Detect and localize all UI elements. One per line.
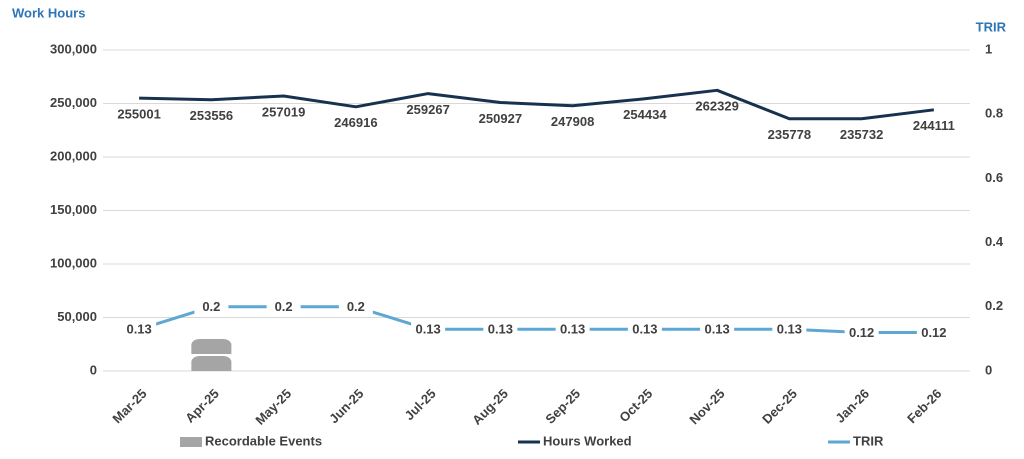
data-label: 0.13: [126, 322, 151, 337]
line: [138, 305, 934, 334]
data-label: 0.13: [632, 322, 657, 337]
x-tick-label: Feb-26: [904, 386, 944, 426]
data-label: 257019: [262, 104, 305, 119]
data-label-bg: [411, 320, 446, 339]
data-label-bg: [772, 320, 807, 339]
x-tick-label: Jul-25: [401, 386, 438, 423]
data-label: 0.2: [202, 299, 220, 314]
x-tick-label: Mar-25: [109, 386, 149, 426]
data-label: 0.2: [347, 299, 365, 314]
y2-tick-label: 1: [985, 41, 992, 56]
data-label: 0.13: [777, 322, 802, 337]
legend-label: Recordable Events: [205, 433, 322, 448]
data-label: 0.13: [488, 322, 513, 337]
data-label: 0.13: [415, 322, 440, 337]
data-label-bg: [555, 320, 590, 339]
data-label: 250927: [479, 111, 522, 126]
bar-segment: [191, 339, 232, 354]
data-label: 235778: [768, 127, 811, 142]
y2-tick-label: 0.8: [985, 106, 1003, 121]
data-label: 254434: [623, 107, 667, 122]
bar: [191, 339, 232, 371]
y-tick-label: 100,000: [50, 255, 97, 270]
data-label-bg: [700, 320, 735, 339]
x-tick-label: Nov-25: [686, 386, 727, 427]
x-tick-label: May-25: [252, 386, 294, 428]
data-label: 235732: [840, 127, 883, 142]
y2-tick-label: 0.6: [985, 170, 1003, 185]
y-tick-label: 50,000: [57, 309, 97, 324]
x-tick-label: Dec-25: [759, 386, 800, 427]
y-tick-label: 200,000: [50, 148, 97, 163]
data-label-bg: [627, 320, 662, 339]
data-label-bg: [916, 323, 951, 342]
x-tick-label: Jun-25: [326, 386, 366, 426]
y-tick-label: 150,000: [50, 202, 97, 217]
line: [139, 88, 935, 121]
data-label: 0.13: [704, 322, 729, 337]
x-tick-label: Oct-25: [616, 386, 655, 425]
data-label: 0.2: [275, 299, 293, 314]
data-label: 253556: [190, 108, 233, 123]
data-label-bg: [844, 323, 879, 342]
x-tick-label: Jan-26: [832, 386, 872, 426]
legend-label: Hours Worked: [543, 433, 632, 448]
y2-tick-label: 0: [985, 362, 992, 377]
y-tick-label: 0: [90, 362, 97, 377]
data-label: 0.12: [849, 325, 874, 340]
y2-axis-title: TRIR: [976, 19, 1007, 34]
data-label: 244111: [913, 118, 955, 133]
x-tick-label: Sep-25: [542, 386, 583, 427]
data-label: 247908: [551, 114, 594, 129]
bar-segment: [191, 356, 232, 371]
data-label-bg: [122, 320, 157, 339]
y-tick-label: 300,000: [50, 41, 97, 56]
y2-tick-label: 0.4: [985, 234, 1004, 249]
x-tick-label: Apr-25: [182, 386, 222, 426]
data-label-bg: [266, 297, 301, 316]
data-label: 255001: [117, 107, 160, 122]
legend-label: TRIR: [853, 433, 884, 448]
data-label: 262329: [695, 99, 738, 114]
y-axis-title: Work Hours: [12, 5, 85, 20]
data-label: 0.13: [560, 322, 585, 337]
data-label: 0.12: [921, 325, 946, 340]
data-label: 259267: [406, 102, 449, 117]
y2-tick-label: 0.2: [985, 298, 1003, 313]
data-label-bg: [338, 297, 373, 316]
data-label-bg: [194, 297, 229, 316]
legend-swatch: [180, 437, 202, 447]
data-label: 246916: [334, 115, 377, 130]
data-label-bg: [483, 320, 518, 339]
y-tick-label: 250,000: [50, 95, 97, 110]
x-tick-label: Aug-25: [469, 386, 511, 428]
